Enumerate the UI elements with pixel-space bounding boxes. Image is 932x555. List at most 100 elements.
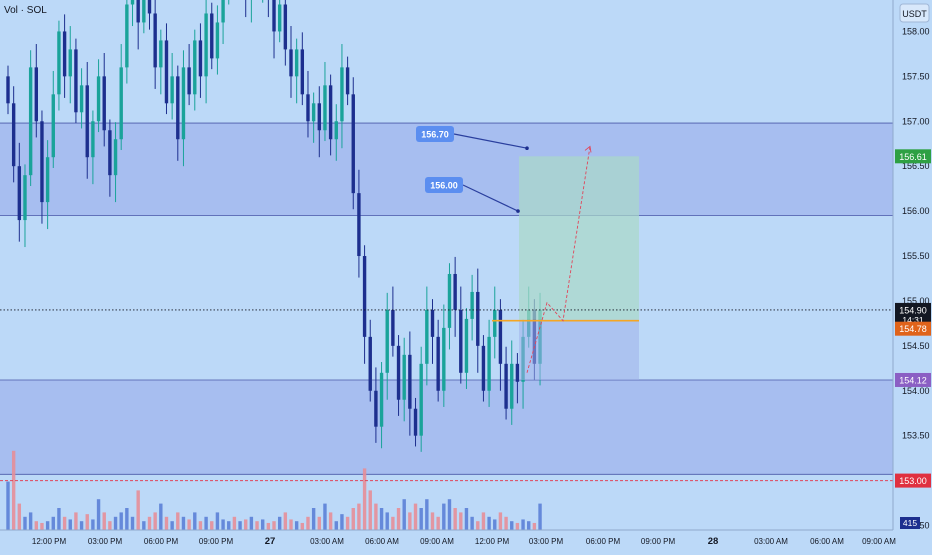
candle-body [487, 336, 491, 391]
volume-bar [532, 522, 537, 530]
candle-body [323, 85, 327, 131]
price-tick-label: 157.50 [902, 71, 930, 81]
callout-anchor [516, 209, 520, 213]
currency-label: USDT [902, 9, 927, 19]
target-box[interactable] [519, 156, 639, 320]
volume-bar [62, 516, 67, 530]
volume-bar [402, 499, 406, 530]
current-price-badge [895, 302, 931, 325]
volume-bar [504, 516, 508, 530]
volume-bar [538, 503, 542, 530]
lower-zone-badge [895, 372, 931, 387]
candle-body [436, 336, 440, 391]
candle-body [147, 0, 152, 14]
volume-bar [311, 508, 316, 530]
candle-body [510, 363, 514, 409]
candlestick-series [6, 0, 542, 452]
callout-box[interactable] [425, 177, 463, 193]
time-tick-label: 28 [708, 536, 719, 547]
target-price-badge-label: 156.61 [899, 152, 927, 162]
volume-bar [266, 522, 271, 530]
volume-bar [244, 519, 248, 530]
candle-body [396, 345, 401, 400]
volume-bar [436, 516, 440, 530]
time-tick-label: 06:00 AM [365, 537, 399, 546]
drawing-overlays[interactable]: 156.70 156.00 [0, 126, 893, 482]
candle-body [79, 85, 84, 113]
callout-box[interactable] [416, 126, 454, 142]
current-price-badge-label: 154.90 [899, 305, 927, 315]
time-tick-label: 03:00 AM [754, 537, 788, 546]
price-tick-label: 154.50 [902, 341, 930, 351]
volume-bar [453, 508, 457, 530]
candle-body [85, 85, 89, 158]
candle-body [481, 345, 486, 391]
price-tick-label: 156.00 [902, 206, 930, 216]
volume-bar [57, 508, 61, 530]
candle-body [113, 139, 118, 176]
candle-body [385, 309, 389, 373]
candle-body [453, 273, 457, 310]
candle-body [374, 390, 378, 427]
candle-body [311, 103, 316, 122]
volume-bar [323, 503, 327, 530]
volume-bar [249, 516, 254, 530]
volume-bar [425, 499, 429, 530]
volume-bar [125, 508, 129, 530]
candle-body [334, 121, 338, 140]
volume-bar [294, 521, 299, 530]
candle-body [515, 363, 520, 382]
candle-body [345, 67, 350, 95]
projection-path[interactable] [526, 146, 591, 373]
candle-body [294, 49, 299, 77]
volume-bars [6, 450, 542, 530]
candle-body [204, 13, 208, 77]
currency-button[interactable]: USDT [899, 3, 930, 23]
time-tick-label: 09:00 AM [862, 537, 896, 546]
candle-body [498, 309, 503, 364]
volume-bar [521, 519, 525, 530]
candle-body [125, 4, 129, 68]
candle-body [210, 13, 214, 59]
candle-body [402, 354, 406, 400]
price-scale-panel[interactable] [893, 0, 932, 530]
callout-label: 156.70 [421, 130, 449, 140]
candle-body [28, 67, 33, 176]
volume-bar [119, 512, 123, 530]
entry-price-badge [895, 321, 931, 336]
candle-body [96, 76, 101, 122]
candle-body [198, 40, 203, 77]
volume-bar [328, 512, 333, 530]
volume-bar [379, 508, 384, 530]
volume-bar [215, 512, 220, 530]
volume-bar [153, 512, 157, 530]
volume-bar [391, 516, 395, 530]
callout-leader [453, 133, 528, 149]
candle-body [45, 157, 50, 203]
volume-bar [481, 512, 486, 530]
volume-bar [91, 519, 95, 530]
volume-bar [283, 512, 288, 530]
callout-leader [462, 184, 519, 212]
volume-bar [204, 516, 208, 530]
candle-body [413, 408, 418, 436]
candle-body [277, 4, 282, 32]
volume-bar [510, 521, 514, 530]
volume-bar [17, 503, 22, 530]
volume-bar [11, 450, 16, 530]
candle-body [164, 40, 169, 104]
candle-body [40, 121, 44, 203]
candle-body [159, 40, 163, 68]
volume-bar [447, 499, 452, 530]
candle-body [459, 309, 463, 373]
volume-bar [419, 508, 423, 530]
time-axis-panel[interactable] [0, 530, 893, 550]
candle-body [181, 67, 186, 140]
stop-box[interactable] [519, 319, 639, 380]
candle-body [272, 0, 276, 32]
time-tick-label: 06:00 PM [144, 537, 179, 546]
volume-bar [221, 519, 225, 530]
volume-bar [96, 499, 101, 530]
support-price-badge-label: 153.00 [899, 476, 927, 486]
